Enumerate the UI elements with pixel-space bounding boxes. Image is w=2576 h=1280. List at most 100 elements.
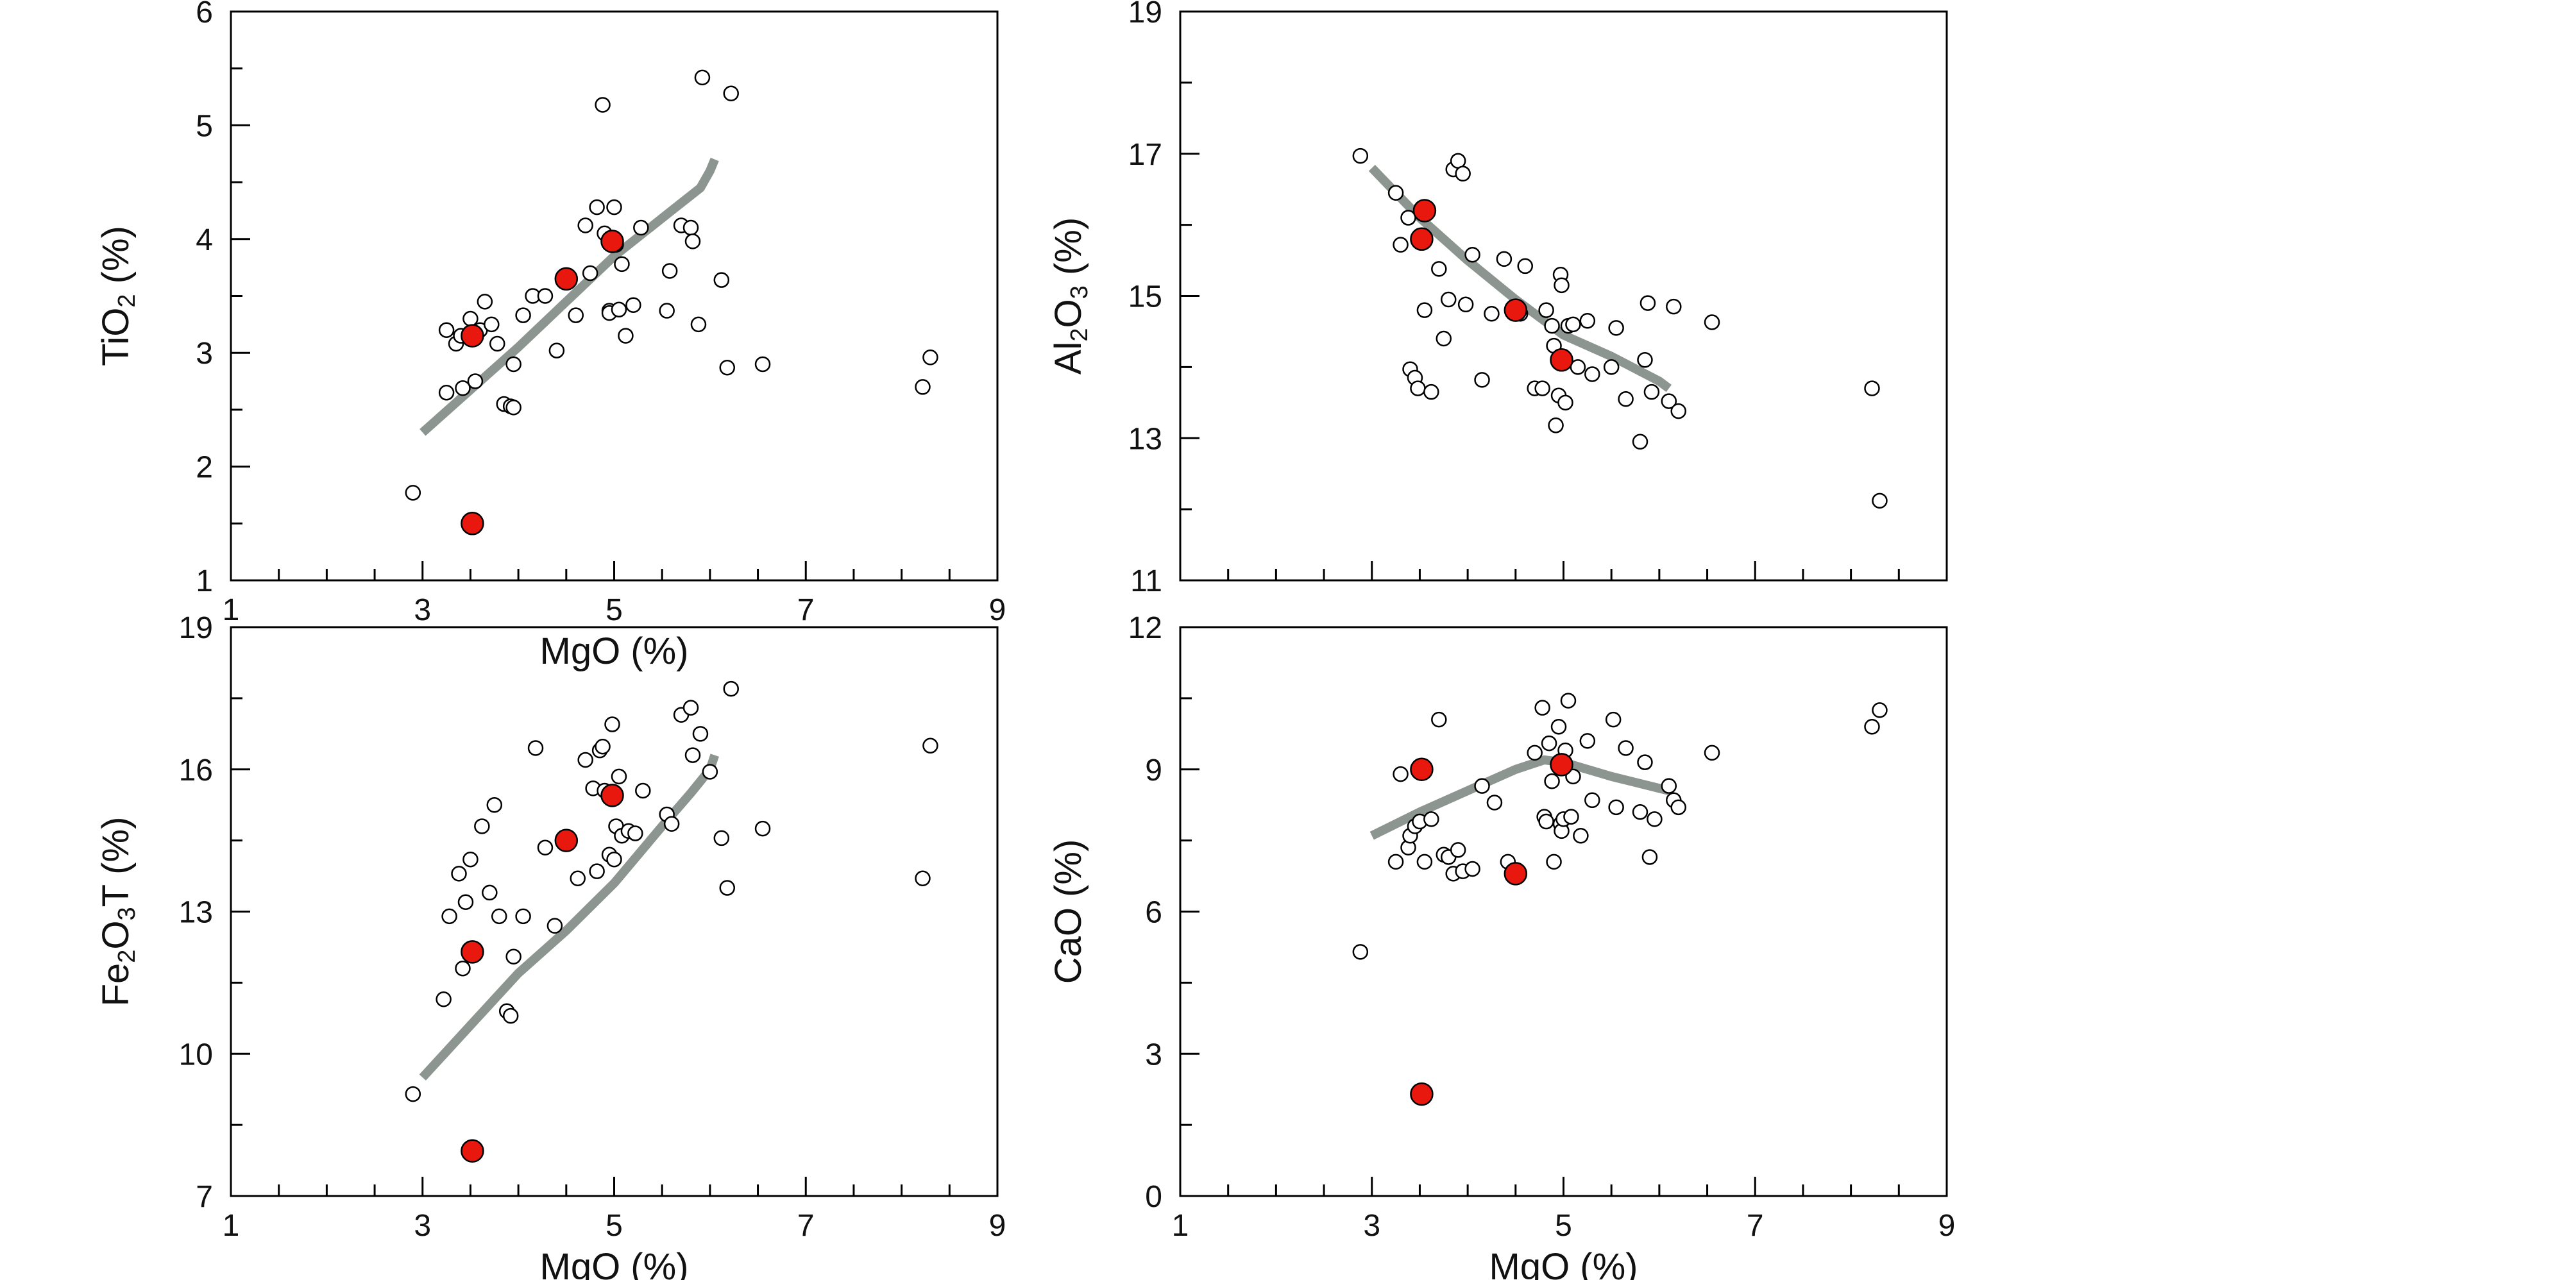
fe2o3t-x-tick-label: 5: [606, 1209, 623, 1243]
subscript: 2: [114, 294, 140, 307]
tio2-open-point: [467, 373, 484, 389]
panel-al2o3: 11 13 15 17 19 Al2O3 (%): [1047, 0, 1948, 598]
subscript: 3: [1066, 285, 1093, 299]
tio2-open-point: [595, 97, 611, 113]
tio2-red-point: [461, 512, 484, 535]
fe2o3t-open-point: [502, 1007, 519, 1024]
cao-open-point: [1474, 778, 1490, 794]
al2o3-y-tick-label: 15: [1128, 280, 1162, 314]
tio2-open-point: [633, 219, 649, 236]
fe2o3t-open-point: [713, 830, 730, 846]
tio2-open-point: [614, 256, 630, 273]
tio2-open-point: [438, 322, 455, 338]
cao-open-point: [1579, 733, 1596, 749]
cao-open-point: [1423, 811, 1439, 827]
tio2-open-point: [694, 69, 711, 86]
al2o3-open-point: [1496, 251, 1513, 267]
fe2o3t-open-point: [474, 818, 490, 834]
al2o3-open-point: [1666, 298, 1682, 315]
al2o3-open-point: [1410, 380, 1426, 396]
tio2-open-point: [455, 380, 471, 396]
cao-x-tick-label: 9: [1938, 1209, 1956, 1243]
cao-open-point: [1641, 849, 1658, 865]
tio2-open-point: [405, 485, 421, 501]
al2o3-red-point: [1410, 227, 1434, 251]
cao-open-point: [1534, 700, 1550, 716]
fe2o3t-open-point: [505, 948, 521, 964]
fe2o3t-red-point: [461, 940, 484, 964]
fe2o3t-y-tick-label: 7: [196, 1180, 213, 1214]
tio2-open-point: [577, 217, 593, 233]
tio2-y-tick-label: 5: [196, 109, 213, 143]
al2o3-open-point: [1640, 295, 1656, 311]
tio2-red-point: [600, 230, 624, 253]
fe2o3t-open-point: [604, 716, 620, 732]
fe2o3t-open-point: [441, 908, 457, 925]
tio2-y-axis-title: TiO2 (%): [95, 226, 140, 366]
fe2o3t-open-point: [595, 739, 611, 755]
cao-open-point: [1605, 711, 1622, 728]
fe2o3t-open-point: [723, 680, 739, 697]
cao-x-tick-label: 1: [1172, 1209, 1189, 1243]
cao-y-tick-label: 3: [1145, 1038, 1162, 1072]
al2o3-open-point: [1632, 434, 1648, 450]
al2o3-open-point: [1436, 330, 1452, 347]
al2o3-open-point: [1661, 393, 1677, 409]
fe2o3t-open-point: [486, 796, 503, 813]
cao-y-axis-title: CaO (%): [1047, 839, 1089, 984]
label-part: T (%): [95, 817, 137, 907]
cao-open-point: [1546, 854, 1562, 870]
fe2o3t-y-tick-label: 10: [179, 1038, 213, 1072]
al2o3-open-point: [1864, 380, 1880, 396]
cao-open-point: [1864, 718, 1880, 735]
fe2o3t-open-point: [491, 908, 507, 925]
al2o3-red-point: [1412, 199, 1437, 223]
cao-open-point: [1637, 754, 1653, 770]
fe2o3t-open-point: [515, 908, 531, 925]
al2o3-open-point: [1643, 383, 1660, 400]
fe2o3t-open-point: [684, 747, 701, 763]
tio2-x-tick-label: 3: [414, 593, 431, 627]
tio2-open-point: [606, 199, 622, 215]
fe2o3t-open-point: [451, 866, 467, 882]
tio2-y-tick-label: 4: [196, 223, 213, 257]
tio2-open-point: [505, 400, 521, 416]
tio2-open-point: [618, 328, 634, 344]
fe2o3t-x-tick-label: 9: [989, 1209, 1006, 1243]
cao-open-point: [1632, 804, 1648, 820]
tio2-open-point: [684, 233, 701, 249]
al2o3-open-point: [1637, 352, 1653, 368]
label-part: O: [1047, 299, 1089, 328]
fe2o3t-open-point: [589, 863, 605, 879]
cao-open-point: [1544, 773, 1560, 789]
fe2o3t-open-point: [682, 700, 699, 716]
label-part: CaO (%): [1047, 839, 1089, 984]
fe2o3t-open-point: [455, 960, 471, 977]
cao-x-tick-label: 7: [1747, 1209, 1764, 1243]
cao-trend-line: [1369, 755, 1670, 840]
fe2o3t-red-point: [461, 1139, 484, 1163]
al2o3-open-point: [1431, 261, 1447, 277]
al2o3-y-tick-label: 19: [1128, 0, 1162, 29]
al2o3-open-point: [1517, 258, 1533, 274]
al2o3-open-point: [1484, 305, 1500, 322]
tio2-open-point: [515, 307, 531, 323]
al2o3-open-point: [1565, 316, 1581, 333]
al2o3-open-point: [1450, 153, 1466, 169]
tio2-y-tick-label: 3: [196, 337, 213, 371]
tio2-y-tick-label: 2: [196, 451, 213, 485]
fe2o3t-open-point: [635, 782, 651, 799]
fe2o3t-open-point: [922, 737, 938, 754]
tio2-open-point: [723, 85, 739, 101]
label-part: O: [95, 920, 137, 949]
tio2-open-point: [611, 301, 627, 318]
al2o3-open-point: [1704, 314, 1720, 330]
tio2-open-point: [484, 316, 500, 333]
fe2o3t-open-point: [577, 752, 593, 768]
fe2o3t-open-point: [457, 894, 474, 910]
tio2-open-point: [690, 316, 707, 333]
al2o3-trend-line: [1368, 165, 1672, 392]
fe2o3t-open-point: [692, 726, 709, 742]
